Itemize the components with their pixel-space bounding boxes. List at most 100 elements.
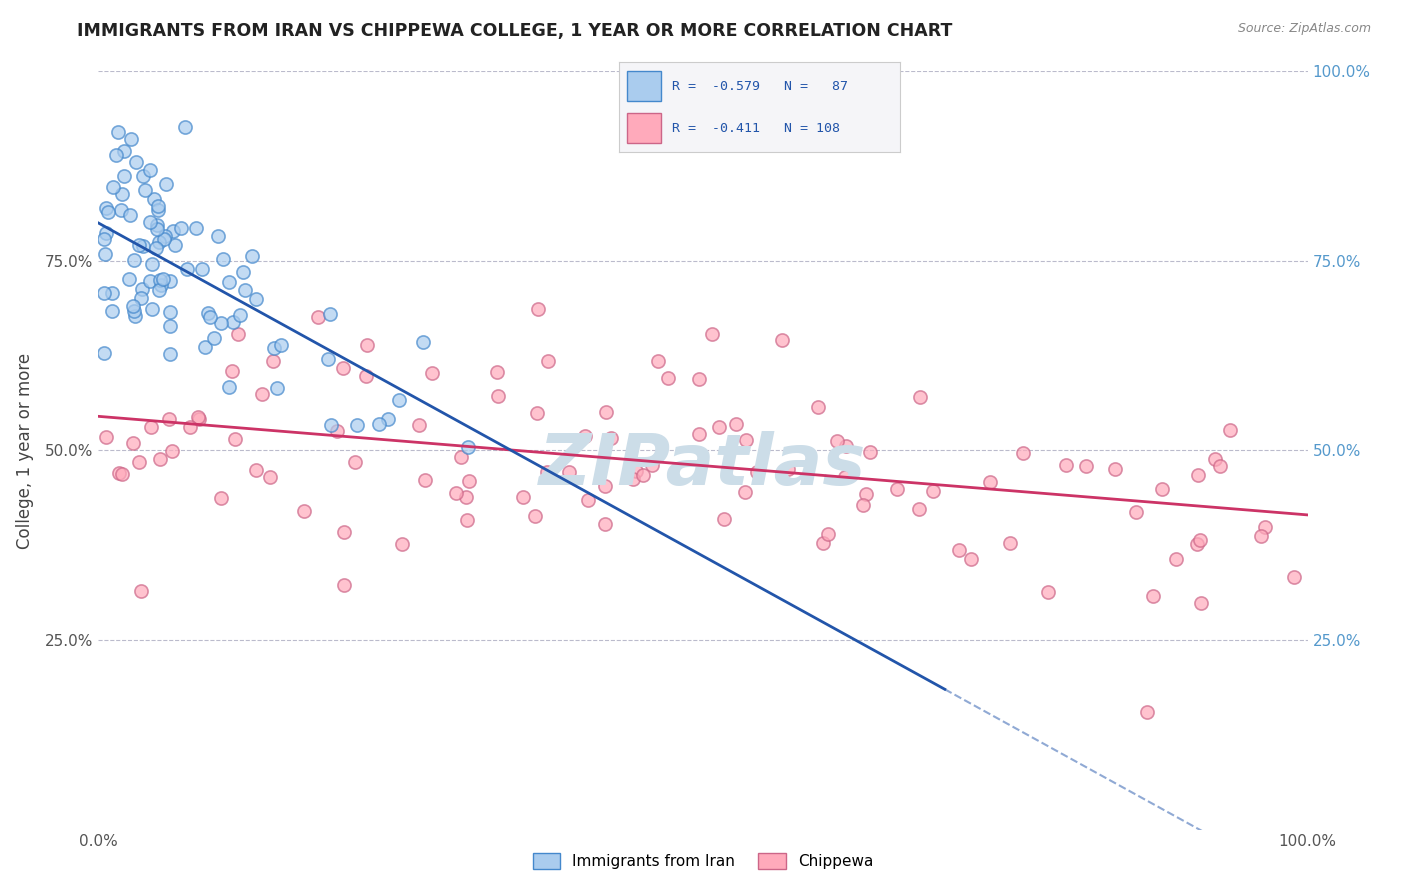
Point [146,198,169,212]
Point [1282,569,1305,583]
Point [94,202,117,216]
Point [211,252,233,267]
Point [1000,536,1022,550]
Point [537,354,560,368]
Point [1142,589,1164,603]
Point [159,305,181,319]
Point [124,309,146,323]
Point [734,485,756,500]
Point [93,285,115,300]
Point [259,470,281,484]
Point [600,431,623,445]
Point [118,272,141,286]
Point [1150,482,1173,496]
Point [226,326,249,341]
Point [852,498,875,512]
Y-axis label: College, 1 year or more: College, 1 year or more [15,352,34,549]
Point [155,177,177,191]
Point [855,487,877,501]
Point [207,229,229,244]
Point [229,308,252,322]
Text: IMMIGRANTS FROM IRAN VS CHIPPEWA COLLEGE, 1 YEAR OR MORE CORRELATION CHART: IMMIGRANTS FROM IRAN VS CHIPPEWA COLLEGE… [77,22,953,40]
Point [412,334,434,349]
Point [155,228,177,243]
Point [125,154,148,169]
Point [118,208,141,222]
Point [128,455,150,469]
Point [134,182,156,196]
Point [576,492,599,507]
Point [333,524,356,539]
Point [657,371,679,385]
Point [159,347,181,361]
Point [1011,446,1033,460]
Point [245,463,267,477]
Point [807,400,830,414]
Point [813,536,835,550]
Point [1164,552,1187,566]
Point [1188,533,1211,547]
Point [270,337,292,351]
Point [143,192,166,206]
Point [122,299,145,313]
Point [354,369,377,384]
Point [595,404,617,418]
Point [202,330,225,344]
Point [169,221,191,235]
Point [194,340,217,354]
Point [908,391,931,405]
Point [688,371,710,385]
Point [319,307,342,321]
Point [688,427,710,442]
Point [346,417,368,432]
Point [245,292,267,306]
Point [162,224,184,238]
Point [332,360,354,375]
Point [139,163,162,178]
Point [1187,468,1209,483]
Point [948,543,970,558]
Point [922,483,945,498]
Point [332,578,354,592]
Point [307,310,329,324]
Point [218,276,240,290]
Point [141,301,163,316]
Point [827,434,849,448]
Point [817,526,839,541]
Point [770,333,793,347]
Point [149,273,172,287]
Point [621,472,644,486]
Text: R =  -0.411   N = 108: R = -0.411 N = 108 [672,121,839,135]
Point [110,202,132,217]
Point [107,125,129,139]
Point [450,450,472,464]
Point [886,483,908,497]
Point [524,508,547,523]
Point [734,433,756,447]
Point [356,337,378,351]
Point [122,252,145,267]
Point [536,465,558,479]
Point [319,417,342,432]
Point [187,409,209,424]
Point [486,389,509,403]
Point [120,132,142,146]
Point [145,222,167,236]
Point [1054,458,1077,472]
Point [624,464,647,478]
Point [1219,423,1241,437]
Point [160,444,183,458]
Point [176,261,198,276]
Point [647,353,669,368]
Point [221,364,243,378]
Point [1074,458,1097,473]
Point [960,551,983,566]
Point [218,380,240,394]
Point [146,202,169,217]
Point [776,462,799,476]
Point [700,327,723,342]
Point [198,310,221,324]
Point [139,275,162,289]
Point [148,283,170,297]
Bar [627,113,661,143]
